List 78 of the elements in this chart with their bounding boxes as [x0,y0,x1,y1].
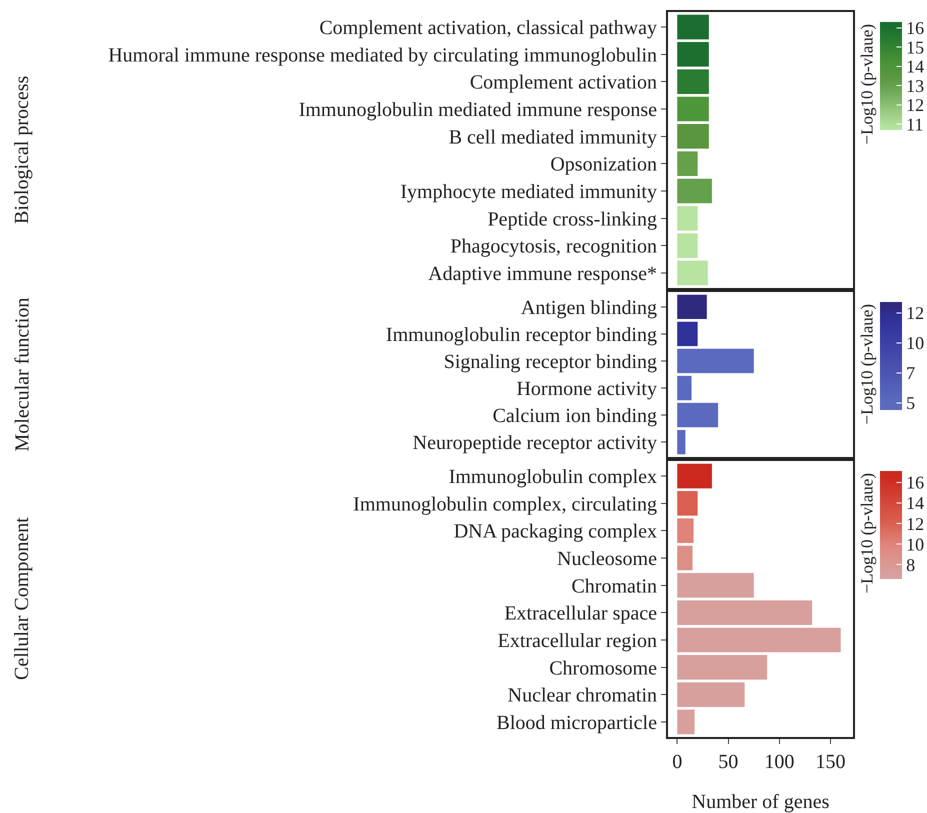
bar [677,348,754,374]
color-bar-title: −Log10 (p-vlaue) [858,24,876,144]
bar [677,600,812,625]
bar [677,518,694,543]
y-axis-title: Biological process [11,75,33,224]
y-tick-label: Phagocytosis, recognition [450,236,657,258]
color-bar-label: 10 [906,333,924,354]
color-bar-label: 16 [906,18,924,38]
color-bar-title: −Log10 (p-vlaue) [858,472,876,594]
color-bar-label: 12 [906,303,924,324]
color-bar-label: 11 [906,114,924,135]
bar [677,546,693,570]
bar [677,322,698,346]
bar [677,14,709,40]
color-bar-label: 16 [906,472,924,493]
y-tick-label: Immunoglobulin complex, circulating [353,493,657,516]
y-tick-label: Nucleosome [557,548,658,570]
bar [677,573,754,598]
bar [677,178,712,204]
y-tick-label: Hormone activity [516,378,657,400]
color-bar-label: 15 [906,37,924,58]
color-bar-label: 12 [906,514,924,534]
x-tick-label: 0 [672,751,682,773]
y-tick-label: Opsonization [550,154,657,176]
bar [677,402,718,428]
y-tick-label: Blood microparticle [496,712,658,734]
y-tick-label: Immunoglobulin complex [448,466,657,488]
y-tick-label: Signaling receptor binding [444,350,657,373]
y-tick-label: Complement activation [470,72,657,94]
y-tick-label: Adaptive immune response* [428,262,657,285]
bar [677,491,698,516]
y-tick-label: Iymphocyte mediated immunity [400,180,657,203]
bar [677,151,698,176]
bar [677,294,707,320]
y-tick-label: Immunoglobulin receptor binding [386,324,657,346]
bar [677,464,712,488]
color-bar-title: −Log10 (p-vlaue) [858,304,876,424]
bar [677,124,709,149]
y-tick-label: Immunoglobulin mediated immune response [298,99,658,122]
y-axis-title: Molecular function [12,298,34,452]
y-tick-label: Humoral immune response mediated by circulating immunoglobulin [108,44,657,66]
y-tick-label: Extracellular region [498,630,657,652]
bar [677,376,692,400]
y-tick-label: Complement activation, classical pathway [319,17,657,40]
x-tick-label: 50 [718,751,738,773]
y-tick-label: Antigen blinding [520,296,657,319]
y-tick-label: DNA packaging complex [454,520,657,543]
bar [677,206,698,231]
color-bar-label: 7 [906,363,916,384]
bar [677,42,709,67]
y-axis-title: Cellular Component [11,516,33,680]
y-tick-label: Extracellular space [504,602,658,625]
color-bar-label: 10 [906,534,924,554]
x-axis-title: Number of genes [692,791,830,813]
bar [677,710,695,734]
x-tick-label: 150 [816,751,846,773]
bar [677,655,768,680]
color-bar-label: 13 [906,76,924,96]
bar [677,628,841,652]
y-tick-label: B cell mediated immunity [448,126,657,148]
y-tick-label: Nuclear chromatin [508,684,657,707]
bar [677,69,709,94]
bar [677,260,708,286]
color-bar-label: 14 [906,56,924,77]
y-tick-label: Neuropeptide receptor activity [412,432,657,454]
bar [677,233,698,258]
y-tick-label: Peptide cross-linking [488,208,657,230]
bar [677,430,686,454]
color-bar-label: 14 [906,493,924,514]
color-bar-label: 5 [906,393,916,414]
color-bar-label: 8 [906,554,916,575]
x-tick-label: 100 [764,751,794,773]
y-tick-label: Chromatin [571,575,657,598]
y-tick-label: Calcium ion binding [492,405,657,428]
color-bar-label: 12 [906,95,924,116]
bar [677,96,709,122]
bar [677,682,745,707]
y-tick-label: Chromosome [549,657,658,680]
